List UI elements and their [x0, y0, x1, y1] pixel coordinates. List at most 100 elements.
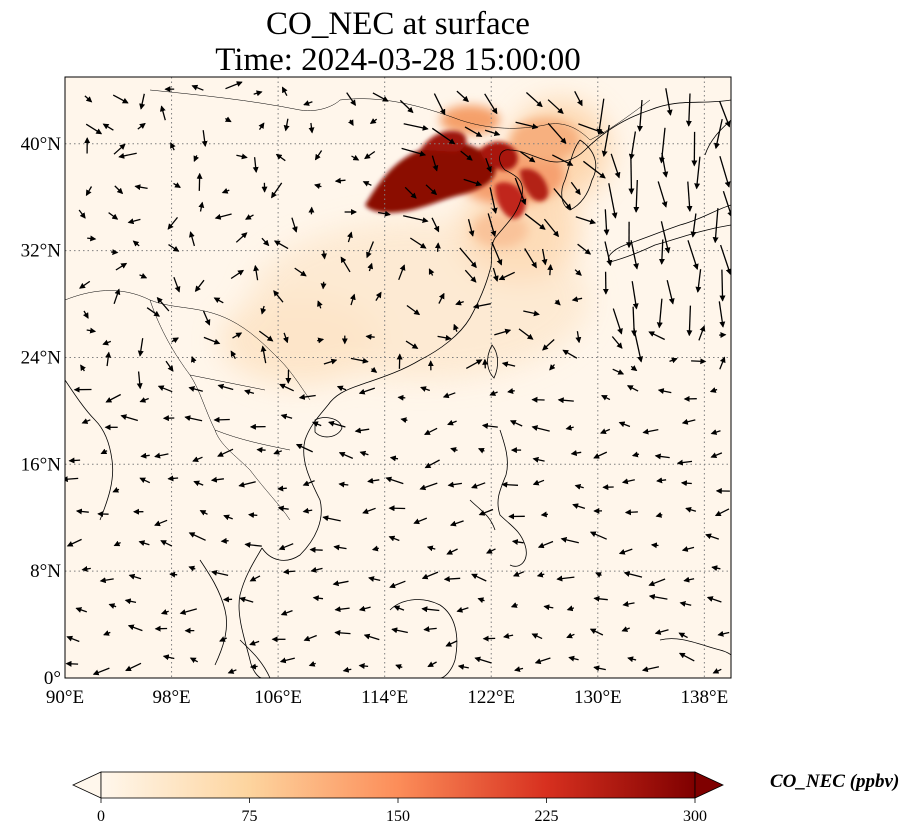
wind-arrow — [232, 332, 243, 339]
wind-arrow — [277, 505, 289, 512]
wind-arrow — [139, 93, 146, 110]
wind-arrow — [75, 607, 88, 613]
wind-arrow — [556, 575, 575, 582]
wind-arrow — [359, 450, 369, 457]
wind-arrow — [223, 514, 233, 521]
wind-arrow — [654, 453, 670, 460]
wind-arrow — [514, 177, 527, 206]
wind-arrow — [230, 269, 245, 280]
wind-arrow — [346, 92, 356, 107]
wind-arrow — [370, 366, 378, 373]
wind-arrow — [593, 595, 608, 602]
wind-arrow — [105, 351, 112, 367]
wind-arrow — [709, 387, 718, 393]
wind-arrow — [661, 152, 669, 178]
wind-arrow — [589, 531, 607, 540]
wind-arrow — [202, 310, 211, 326]
wind-arrow — [666, 280, 675, 305]
wind-arrow — [99, 577, 114, 584]
wind-arrow — [712, 208, 719, 244]
wind-arrow — [621, 478, 635, 485]
wind-arrow — [338, 481, 349, 488]
wind-arrow — [188, 231, 196, 247]
wind-arrow — [134, 184, 148, 191]
wind-arrow — [168, 244, 180, 252]
wind-arrow — [718, 301, 726, 328]
wind-arrow — [139, 477, 151, 484]
wind-arrow — [719, 101, 731, 128]
lat-tick-label: 16°N — [21, 454, 62, 475]
wind-arrow — [714, 508, 730, 517]
colorbar-tick-label: 0 — [97, 808, 105, 825]
wind-arrow — [589, 628, 604, 636]
wind-arrow — [350, 357, 369, 364]
wind-vectors — [65, 81, 731, 676]
wind-arrow — [596, 98, 605, 135]
colorbar-extend-min — [72, 771, 102, 799]
wind-arrow — [679, 600, 692, 607]
wind-arrow — [520, 151, 536, 163]
wind-arrow — [310, 566, 323, 573]
wind-arrow — [358, 387, 376, 395]
wind-arrow — [334, 606, 350, 613]
wind-arrow — [489, 187, 498, 214]
wind-arrow — [127, 624, 143, 632]
wind-arrow — [391, 627, 408, 634]
wind-arrow — [618, 421, 631, 428]
wind-arrow — [277, 485, 287, 492]
wind-arrow — [425, 184, 438, 196]
wind-arrow — [622, 601, 635, 607]
wind-arrow — [710, 452, 723, 459]
wind-arrow — [424, 427, 438, 435]
wind-arrow — [531, 633, 543, 640]
wind-arrow — [213, 416, 230, 423]
wind-arrow — [367, 477, 380, 484]
wind-arrow — [421, 606, 440, 613]
wind-arrow — [427, 661, 437, 668]
wind-arrow — [275, 153, 286, 162]
wind-arrow — [405, 340, 419, 349]
lat-tick-label: 32°N — [21, 241, 62, 262]
wind-arrow — [552, 154, 574, 166]
wind-arrow — [565, 424, 574, 431]
wind-arrow — [706, 596, 722, 603]
wind-arrow — [328, 420, 346, 428]
wind-arrow — [554, 299, 561, 306]
wind-arrow — [562, 349, 578, 359]
wind-arrow — [279, 657, 295, 664]
wind-arrow — [86, 327, 97, 334]
wind-arrow — [534, 657, 551, 665]
wind-arrow — [685, 93, 692, 127]
wind-arrow — [258, 330, 274, 342]
wind-arrow — [113, 288, 121, 305]
wind-arrow — [139, 273, 148, 279]
wind-arrow — [421, 571, 439, 580]
wind-arrow — [518, 328, 534, 340]
wind-arrow — [249, 640, 260, 646]
wind-arrow — [460, 150, 473, 161]
wind-arrow — [571, 296, 583, 303]
wind-arrow — [669, 357, 678, 364]
wind-arrow — [108, 603, 117, 609]
wind-arrow — [626, 385, 639, 392]
wind-arrow — [85, 186, 93, 197]
wind-arrow — [354, 427, 370, 434]
wind-arrow — [510, 602, 518, 608]
wind-arrow — [511, 539, 524, 545]
wind-arrow — [348, 119, 354, 126]
wind-arrow — [685, 506, 697, 513]
wind-arrow — [717, 630, 730, 637]
wind-arrow — [478, 508, 494, 516]
wind-arrow — [484, 129, 501, 137]
lon-tick-label: 114°E — [361, 687, 408, 708]
wind-arrow — [574, 269, 582, 276]
wind-arrow — [389, 455, 399, 462]
wind-arrow — [595, 572, 602, 578]
wind-arrow — [362, 507, 376, 514]
wind-arrow — [291, 217, 298, 233]
wind-arrow — [712, 668, 722, 674]
wind-arrow — [509, 420, 523, 427]
colorbar-tick-label: 75 — [242, 808, 258, 825]
wind-arrow — [377, 210, 391, 217]
wind-arrow — [628, 131, 637, 160]
